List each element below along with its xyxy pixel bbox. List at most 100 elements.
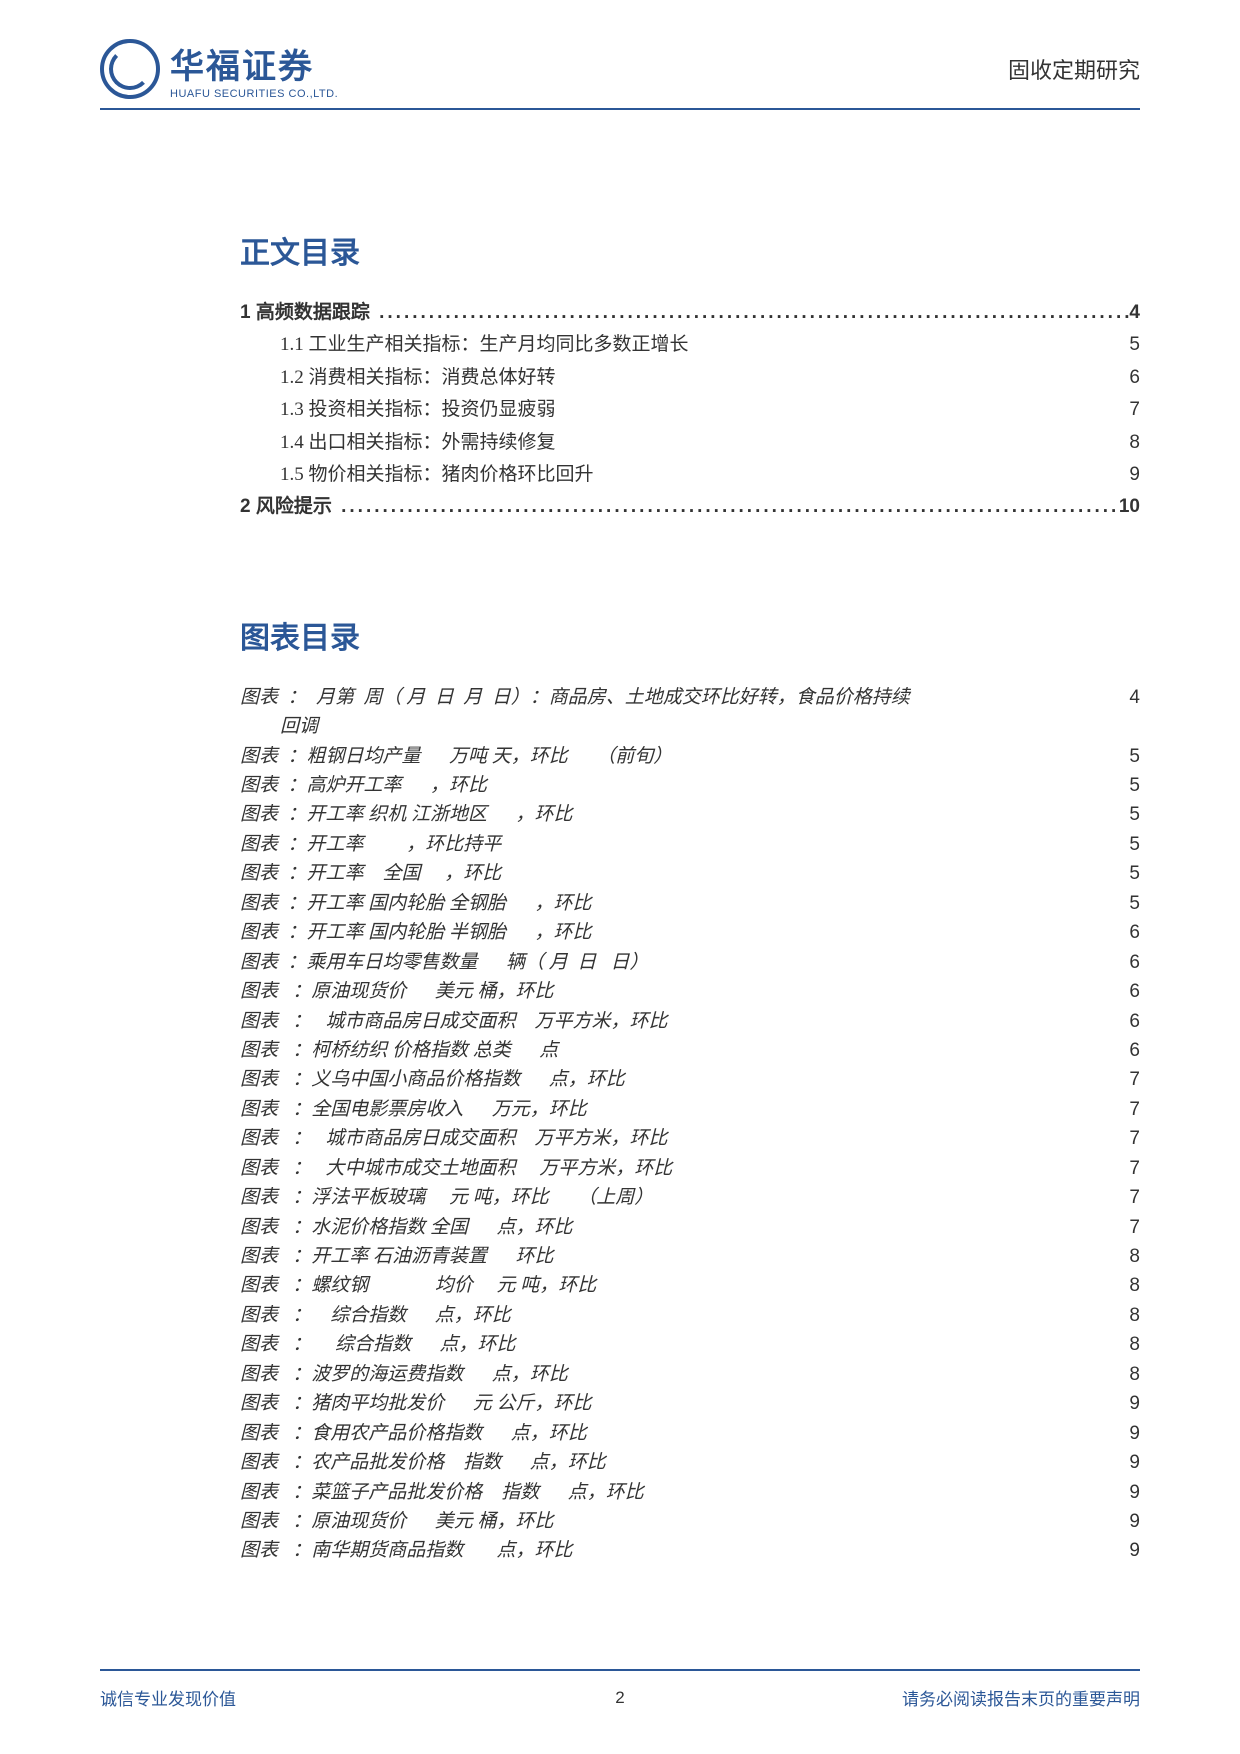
figure-page: 5 xyxy=(1110,830,1140,859)
figure-label: 图表 ：开工率 石油沥青装置 环比 xyxy=(240,1242,1110,1271)
toc-page: 4 xyxy=(1129,298,1140,328)
figure-page: 9 xyxy=(1110,1536,1140,1565)
figure-entry: 图表 ：原油现货价 美元 桶，环比6 xyxy=(240,977,1140,1006)
figure-entry: 图表 ：开工率 全国 ，环比5 xyxy=(240,859,1140,888)
logo-en: HUAFU SECURITIES CO.,LTD. xyxy=(170,88,338,100)
figure-label: 图表 ： 月第 周（ 月 日 月 日）：商品房、土地成交环比好转，食品价格持续回… xyxy=(240,683,1110,742)
figure-page: 5 xyxy=(1110,800,1140,829)
toc-label: 1 高频数据跟踪 xyxy=(240,298,375,328)
figure-entry: 图表 ：食用农产品价格指数 点，环比9 xyxy=(240,1419,1140,1448)
figure-label: 图表 ： 综合指数 点，环比 xyxy=(240,1301,1110,1330)
figure-entry: 图表 ：南华期货商品指数 点，环比9 xyxy=(240,1536,1140,1565)
figure-page: 8 xyxy=(1110,1242,1140,1271)
figure-label: 图表 ： 大中城市成交土地面积 万平方米，环比 xyxy=(240,1154,1110,1183)
logo: 华福证券 HUAFU SECURITIES CO.,LTD. xyxy=(100,39,338,100)
toc-page: 8 xyxy=(1129,428,1140,458)
toc-entry: 1.1 工业生产相关指标：生产月均同比多数正增长 ...............… xyxy=(240,330,1140,360)
figure-entry: 图表 ：义乌中国小商品价格指数 点，环比7 xyxy=(240,1065,1140,1094)
figure-entry: 图表 ： 综合指数 点，环比8 xyxy=(240,1301,1140,1330)
toc-label: 1.3 投资相关指标：投资仍显疲弱 xyxy=(280,395,560,425)
figure-entry: 图表 ：柯桥纺织 价格指数 总类 点6 xyxy=(240,1036,1140,1065)
figure-page: 7 xyxy=(1110,1095,1140,1124)
figure-page: 5 xyxy=(1110,889,1140,918)
figure-page: 9 xyxy=(1110,1478,1140,1507)
doc-category: 固收定期研究 xyxy=(1008,53,1140,85)
figure-page: 5 xyxy=(1110,742,1140,771)
figure-label: 图表 ：高炉开工率 ，环比 xyxy=(240,771,1110,800)
figure-page: 9 xyxy=(1110,1507,1140,1536)
figure-page: 9 xyxy=(1110,1419,1140,1448)
figure-entry: 图表 ： 月第 周（ 月 日 月 日）：商品房、土地成交环比好转，食品价格持续回… xyxy=(240,683,1140,742)
figure-entry: 图表 ： 综合指数 点，环比8 xyxy=(240,1330,1140,1359)
figure-label: 图表 ：波罗的海运费指数 点，环比 xyxy=(240,1360,1110,1389)
toc-entry: 1.4 出口相关指标：外需持续修复 ......................… xyxy=(240,428,1140,458)
page-footer: 诚信专业发现价值 2 请务必阅读报告末页的重要声明 xyxy=(100,1669,1140,1710)
figure-label: 图表 ：粗钢日均产量 万吨 天，环比 （前旬） xyxy=(240,742,1110,771)
toc-entry: 1.2 消费相关指标：消费总体好转 ......................… xyxy=(240,363,1140,393)
figure-label: 图表 ：原油现货价 美元 桶，环比 xyxy=(240,1507,1110,1536)
figure-label: 图表 ：螺纹钢 均价 元 吨，环比 xyxy=(240,1271,1110,1300)
figure-entry: 图表 ：开工率 ，环比持平5 xyxy=(240,830,1140,859)
figure-entry: 图表 ：开工率 国内轮胎 半钢胎 ，环比6 xyxy=(240,918,1140,947)
toc-page: 10 xyxy=(1119,492,1140,522)
figure-entry: 图表 ：开工率 国内轮胎 全钢胎 ，环比5 xyxy=(240,889,1140,918)
figure-entry: 图表 ： 城市商品房日成交面积 万平方米，环比7 xyxy=(240,1124,1140,1153)
figure-label: 图表 ：乘用车日均零售数量 辆（ 月 日 日） xyxy=(240,948,1110,977)
figure-page: 8 xyxy=(1110,1301,1140,1330)
figure-entry: 图表 ：浮法平板玻璃 元 吨，环比 （上周）7 xyxy=(240,1183,1140,1212)
toc-label: 1.1 工业生产相关指标：生产月均同比多数正增长 xyxy=(280,330,693,360)
toc-label: 1.4 出口相关指标：外需持续修复 xyxy=(280,428,560,458)
figure-page: 6 xyxy=(1110,1007,1140,1036)
figure-label: 图表 ： 综合指数 点，环比 xyxy=(240,1330,1110,1359)
toc-label: 2 风险提示 xyxy=(240,492,337,522)
figure-page: 9 xyxy=(1110,1389,1140,1418)
toc-label: 1.5 物价相关指标：猪肉价格环比回升 xyxy=(280,460,598,490)
figure-entry: 图表 ：全国电影票房收入 万元，环比7 xyxy=(240,1095,1140,1124)
toc-page: 7 xyxy=(1129,395,1140,425)
figure-entry: 图表 ：猪肉平均批发价 元 公斤，环比9 xyxy=(240,1389,1140,1418)
figure-entry: 图表 ：开工率 石油沥青装置 环比8 xyxy=(240,1242,1140,1271)
content-area: 正文目录 1 高频数据跟踪 ..........................… xyxy=(240,180,1140,1566)
figure-page: 7 xyxy=(1110,1065,1140,1094)
figure-page: 8 xyxy=(1110,1330,1140,1359)
toc-label: 1.2 消费相关指标：消费总体好转 xyxy=(280,363,560,393)
page-number: 2 xyxy=(615,1688,624,1708)
footer-right: 请务必阅读报告末页的重要声明 xyxy=(902,1685,1140,1710)
figure-page: 9 xyxy=(1110,1448,1140,1477)
figure-page: 6 xyxy=(1110,948,1140,977)
figure-page: 6 xyxy=(1110,1036,1140,1065)
figure-page: 7 xyxy=(1110,1183,1140,1212)
toc-page: 5 xyxy=(1129,330,1140,360)
figure-label: 图表 ： 城市商品房日成交面积 万平方米，环比 xyxy=(240,1124,1110,1153)
figure-label: 图表 ：南华期货商品指数 点，环比 xyxy=(240,1536,1110,1565)
figure-page: 7 xyxy=(1110,1124,1140,1153)
figure-label: 图表 ：开工率 国内轮胎 全钢胎 ，环比 xyxy=(240,889,1110,918)
figure-page: 5 xyxy=(1110,771,1140,800)
figure-label: 图表 ：浮法平板玻璃 元 吨，环比 （上周） xyxy=(240,1183,1110,1212)
toc-page: 6 xyxy=(1129,363,1140,393)
toc-entry: 1.5 物价相关指标：猪肉价格环比回升 ....................… xyxy=(240,460,1140,490)
toc-entry: 1 高频数据跟踪 ...............................… xyxy=(240,298,1140,328)
figure-page: 7 xyxy=(1110,1154,1140,1183)
figure-label: 图表 ：农产品批发价格 指数 点，环比 xyxy=(240,1448,1110,1477)
table-of-contents: 1 高频数据跟踪 ...............................… xyxy=(240,298,1140,523)
figure-entry: 图表 ：水泥价格指数 全国 点，环比7 xyxy=(240,1213,1140,1242)
figure-entry: 图表 ：原油现货价 美元 桶，环比9 xyxy=(240,1507,1140,1536)
figure-list-title: 图表目录 xyxy=(240,613,1140,657)
figure-label: 图表 ：开工率 ，环比持平 xyxy=(240,830,1110,859)
logo-icon xyxy=(100,39,160,99)
figure-entry: 图表 ：乘用车日均零售数量 辆（ 月 日 日）6 xyxy=(240,948,1140,977)
figure-label: 图表 ：水泥价格指数 全国 点，环比 xyxy=(240,1213,1110,1242)
figure-page: 6 xyxy=(1110,918,1140,947)
toc-entry: 1.3 投资相关指标：投资仍显疲弱 ......................… xyxy=(240,395,1140,425)
figure-entry: 图表 ：菜篮子产品批发价格 指数 点，环比9 xyxy=(240,1478,1140,1507)
figure-label: 图表 ：原油现货价 美元 桶，环比 xyxy=(240,977,1110,1006)
figure-label: 图表 ：开工率 国内轮胎 半钢胎 ，环比 xyxy=(240,918,1110,947)
figure-label: 图表 ：柯桥纺织 价格指数 总类 点 xyxy=(240,1036,1110,1065)
figure-label: 图表 ：义乌中国小商品价格指数 点，环比 xyxy=(240,1065,1110,1094)
toc-leader: ........................................… xyxy=(337,492,1119,522)
toc-leader: ........................................… xyxy=(375,298,1129,328)
figure-label: 图表 ：食用农产品价格指数 点，环比 xyxy=(240,1419,1110,1448)
figure-list: 图表 ： 月第 周（ 月 日 月 日）：商品房、土地成交环比好转，食品价格持续回… xyxy=(240,683,1140,1566)
figure-label: 图表 ：开工率 织机 江浙地区 ，环比 xyxy=(240,800,1110,829)
